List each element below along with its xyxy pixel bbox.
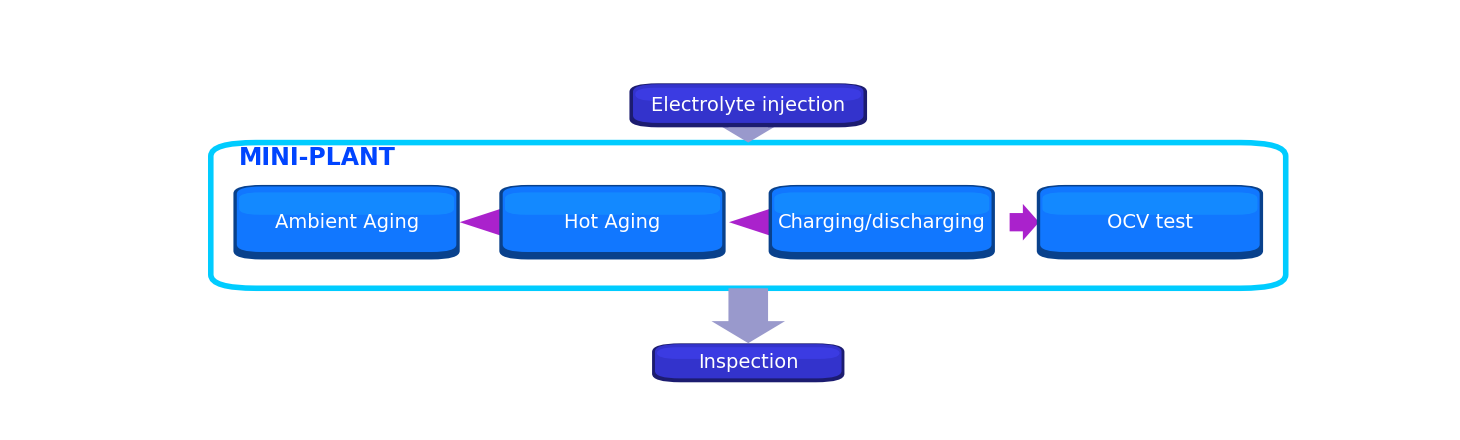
FancyBboxPatch shape: [505, 192, 720, 215]
Polygon shape: [460, 204, 584, 241]
Text: Charging/discharging: Charging/discharging: [778, 213, 986, 232]
FancyBboxPatch shape: [774, 192, 990, 215]
FancyBboxPatch shape: [657, 347, 839, 359]
Polygon shape: [711, 288, 785, 343]
Text: MINI-PLANT: MINI-PLANT: [239, 146, 396, 170]
Text: OCV test: OCV test: [1107, 213, 1193, 232]
Polygon shape: [729, 204, 854, 241]
Text: Inspection: Inspection: [698, 353, 799, 372]
FancyBboxPatch shape: [234, 185, 460, 260]
FancyBboxPatch shape: [502, 187, 723, 252]
FancyBboxPatch shape: [1037, 185, 1263, 260]
FancyBboxPatch shape: [499, 185, 726, 260]
FancyBboxPatch shape: [237, 187, 457, 252]
Text: Electrolyte injection: Electrolyte injection: [651, 96, 845, 115]
FancyBboxPatch shape: [768, 185, 994, 260]
FancyBboxPatch shape: [656, 344, 841, 378]
FancyBboxPatch shape: [634, 84, 863, 123]
FancyBboxPatch shape: [210, 143, 1286, 288]
FancyBboxPatch shape: [239, 192, 454, 215]
FancyBboxPatch shape: [772, 187, 991, 252]
Text: Hot Aging: Hot Aging: [565, 213, 660, 232]
FancyBboxPatch shape: [653, 343, 844, 382]
Polygon shape: [711, 121, 785, 143]
Text: Ambient Aging: Ambient Aging: [274, 213, 419, 232]
Polygon shape: [1010, 204, 1040, 241]
FancyBboxPatch shape: [635, 88, 861, 101]
FancyBboxPatch shape: [1042, 192, 1257, 215]
FancyBboxPatch shape: [1040, 187, 1260, 252]
FancyBboxPatch shape: [629, 83, 867, 127]
